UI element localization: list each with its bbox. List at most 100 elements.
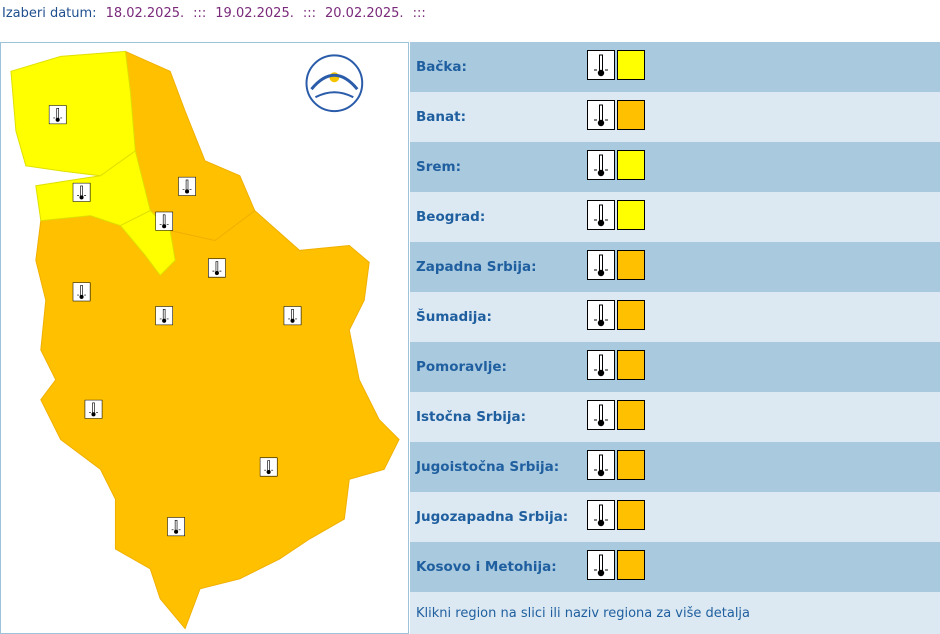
region-name[interactable]: Bačka: [416, 59, 467, 75]
footer-text: Klikni region na slici ili naziv regiona… [416, 606, 751, 621]
icon-bulb [597, 469, 605, 477]
icon-bulb [597, 269, 605, 277]
thermometer-icon [155, 211, 174, 231]
thermometer-icon [587, 400, 615, 430]
icon-cell [587, 450, 615, 480]
icon-bulb [162, 224, 167, 229]
level-box [617, 550, 645, 580]
map-icon [283, 306, 302, 326]
region-row[interactable]: Banat: [410, 92, 940, 142]
region-row[interactable]: Zapadna Srbija: [410, 242, 940, 292]
icon-bulb [597, 319, 605, 327]
icon-bulb [597, 419, 605, 427]
thermometer-icon [587, 150, 615, 180]
thermometer-icon [72, 182, 91, 202]
icon-tube [215, 261, 219, 273]
icon-bulb [597, 519, 605, 527]
level-box [617, 250, 645, 280]
map-icon [207, 258, 226, 278]
region-name[interactable]: Beograd: [416, 209, 486, 225]
date-separator: ::: [193, 6, 207, 21]
icon-tube [267, 460, 270, 472]
icon-bulb [597, 219, 605, 227]
icon-tube [92, 402, 95, 414]
region-row[interactable]: Bačka: [410, 42, 940, 92]
region-name[interactable]: Kosovo i Metohija: [416, 559, 557, 575]
thermometer-icon [178, 176, 196, 196]
region-table: Bačka: Banat: Srem: Beograd: Zapadna Srbija:… [410, 42, 940, 592]
thermometer-icon [207, 258, 226, 278]
region-name[interactable]: Šumadija: [416, 309, 492, 325]
region-backa[interactable] [10, 50, 136, 177]
region-name[interactable]: Jugoistočna Srbija: [416, 459, 560, 475]
icon-cell [587, 350, 615, 380]
icon-tube [599, 504, 603, 522]
thermometer-icon [84, 399, 103, 419]
icon-tube [599, 104, 603, 122]
date-separator: ::: [412, 6, 426, 21]
thermometer-icon [587, 100, 615, 130]
date-link[interactable]: 18.02.2025. [105, 6, 185, 21]
thermometer-icon [587, 550, 615, 580]
icon-tube [599, 354, 603, 372]
level-box [617, 500, 645, 530]
level-box [617, 100, 645, 130]
region-row[interactable]: Jugozapadna Srbija: [410, 492, 940, 542]
date-link[interactable]: 19.02.2025. [215, 6, 294, 21]
region-row[interactable]: Srem: [410, 142, 940, 192]
thermometer-icon [155, 306, 174, 326]
region-row[interactable]: Beograd: [410, 192, 940, 242]
thermometer-icon [587, 200, 615, 230]
date-bar: Izaberi datum: 18.02.2025.::: 19.02.2025.:… [2, 6, 435, 21]
map-icon [72, 182, 91, 202]
icon-bulb [597, 569, 605, 577]
icon-cell [587, 400, 615, 430]
icon-cell [587, 250, 615, 280]
icon-bulb [91, 412, 96, 417]
map-icon [155, 306, 174, 326]
icon-cell [587, 50, 615, 80]
region-row[interactable]: Kosovo i Metohija: [410, 542, 940, 592]
region-name[interactable]: Jugozapadna Srbija: [416, 509, 569, 525]
region-name[interactable]: Zapadna Srbija: [416, 259, 537, 275]
thermometer-icon [167, 517, 186, 537]
region-name[interactable]: Istočna Srbija: [416, 409, 527, 425]
icon-tube [599, 204, 603, 222]
region-row[interactable]: Pomoravlje: [410, 342, 940, 392]
icon-cell [587, 200, 615, 230]
icon-bulb [55, 117, 60, 122]
icon-bulb [185, 189, 190, 194]
region-row[interactable]: Jugoistočna Srbija: [410, 442, 940, 492]
icon-bulb [597, 69, 605, 77]
region-row[interactable]: Šumadija: [410, 292, 940, 342]
thermometer-icon [587, 450, 615, 480]
icon-tube [599, 454, 603, 472]
map-icon [167, 517, 186, 537]
icon-tube [599, 304, 603, 322]
thermometer-icon [587, 500, 615, 530]
icon-tube [162, 214, 166, 226]
region-name[interactable]: Srem: [416, 159, 462, 175]
map-icon [84, 399, 103, 419]
icon-bulb [214, 271, 219, 276]
level-box [617, 400, 645, 430]
region-name[interactable]: Banat: [416, 109, 466, 125]
icon-tube [80, 285, 83, 296]
icon-tube [185, 179, 189, 191]
logo [305, 54, 364, 113]
thermometer-icon [72, 282, 91, 302]
map-icon [48, 105, 67, 125]
map-icon [259, 457, 278, 477]
icon-tube [599, 554, 603, 572]
level-box [617, 50, 645, 80]
icon-bulb [597, 369, 605, 377]
icon-bulb [597, 119, 605, 127]
icon-cell [587, 150, 615, 180]
region-map [0, 42, 409, 634]
icon-bulb [597, 169, 605, 177]
date-link[interactable]: 20.02.2025. [325, 6, 404, 21]
icon-bulb [79, 195, 84, 200]
region-row[interactable]: Istočna Srbija: [410, 392, 940, 442]
region-name[interactable]: Pomoravlje: [416, 359, 507, 375]
icon-tube [599, 404, 603, 422]
